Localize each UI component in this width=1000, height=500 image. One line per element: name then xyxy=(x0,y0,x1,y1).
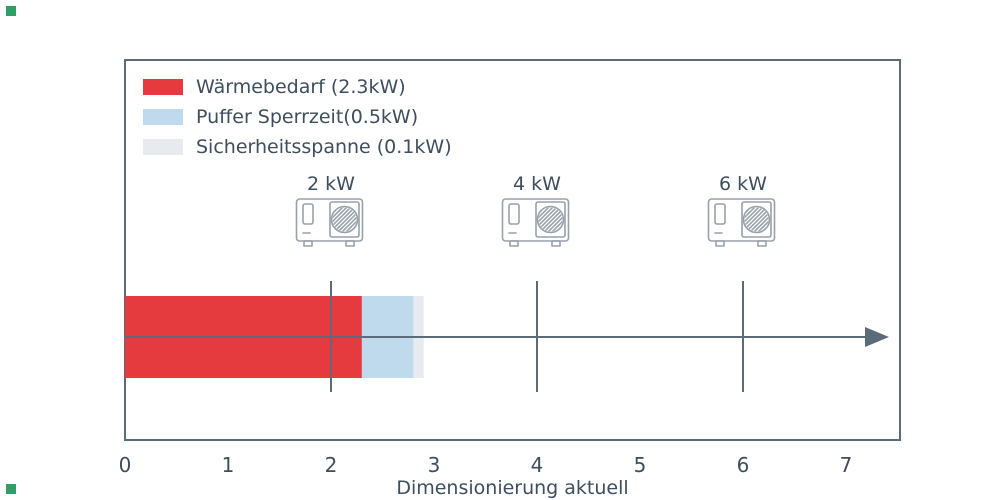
corner-marker-bottom xyxy=(6,484,16,494)
legend-label: Puffer Sperrzeit(0.5kW) xyxy=(196,106,419,128)
legend-swatch xyxy=(143,79,183,95)
heat-pump-icon xyxy=(501,198,570,247)
x-tick-label: 0 xyxy=(119,453,132,477)
legend-label: Wärmebedarf (2.3kW) xyxy=(196,76,406,98)
legend-label: Sicherheitsspanne (0.1kW) xyxy=(196,136,452,158)
capacity-marker-label: 6 kW xyxy=(719,173,767,195)
corner-marker-top xyxy=(6,6,16,16)
x-tick-label: 2 xyxy=(325,453,338,477)
x-tick-label: 5 xyxy=(634,453,647,477)
heat-pump-icon xyxy=(707,198,776,247)
legend-item-sicherheitsspanne: Sicherheitsspanne (0.1kW) xyxy=(143,136,452,158)
legend-swatch xyxy=(143,139,183,155)
legend-swatch xyxy=(143,109,183,125)
legend-item-waermebedarf: Wärmebedarf (2.3kW) xyxy=(143,76,452,98)
capacity-marker-label: 2 kW xyxy=(307,173,355,195)
x-tick-label: 3 xyxy=(428,453,441,477)
capacity-marker-label: 4 kW xyxy=(513,173,561,195)
legend: Wärmebedarf (2.3kW) Puffer Sperrzeit(0.5k… xyxy=(143,76,452,158)
x-tick-label: 6 xyxy=(737,453,750,477)
x-tick-label: 1 xyxy=(222,453,235,477)
legend-item-puffer-sperrzeit: Puffer Sperrzeit(0.5kW) xyxy=(143,106,452,128)
x-axis-label: Dimensionierung aktuell xyxy=(396,477,629,499)
x-tick-label: 7 xyxy=(840,453,853,477)
heat-pump-icon xyxy=(295,198,364,247)
x-tick-label: 4 xyxy=(531,453,544,477)
